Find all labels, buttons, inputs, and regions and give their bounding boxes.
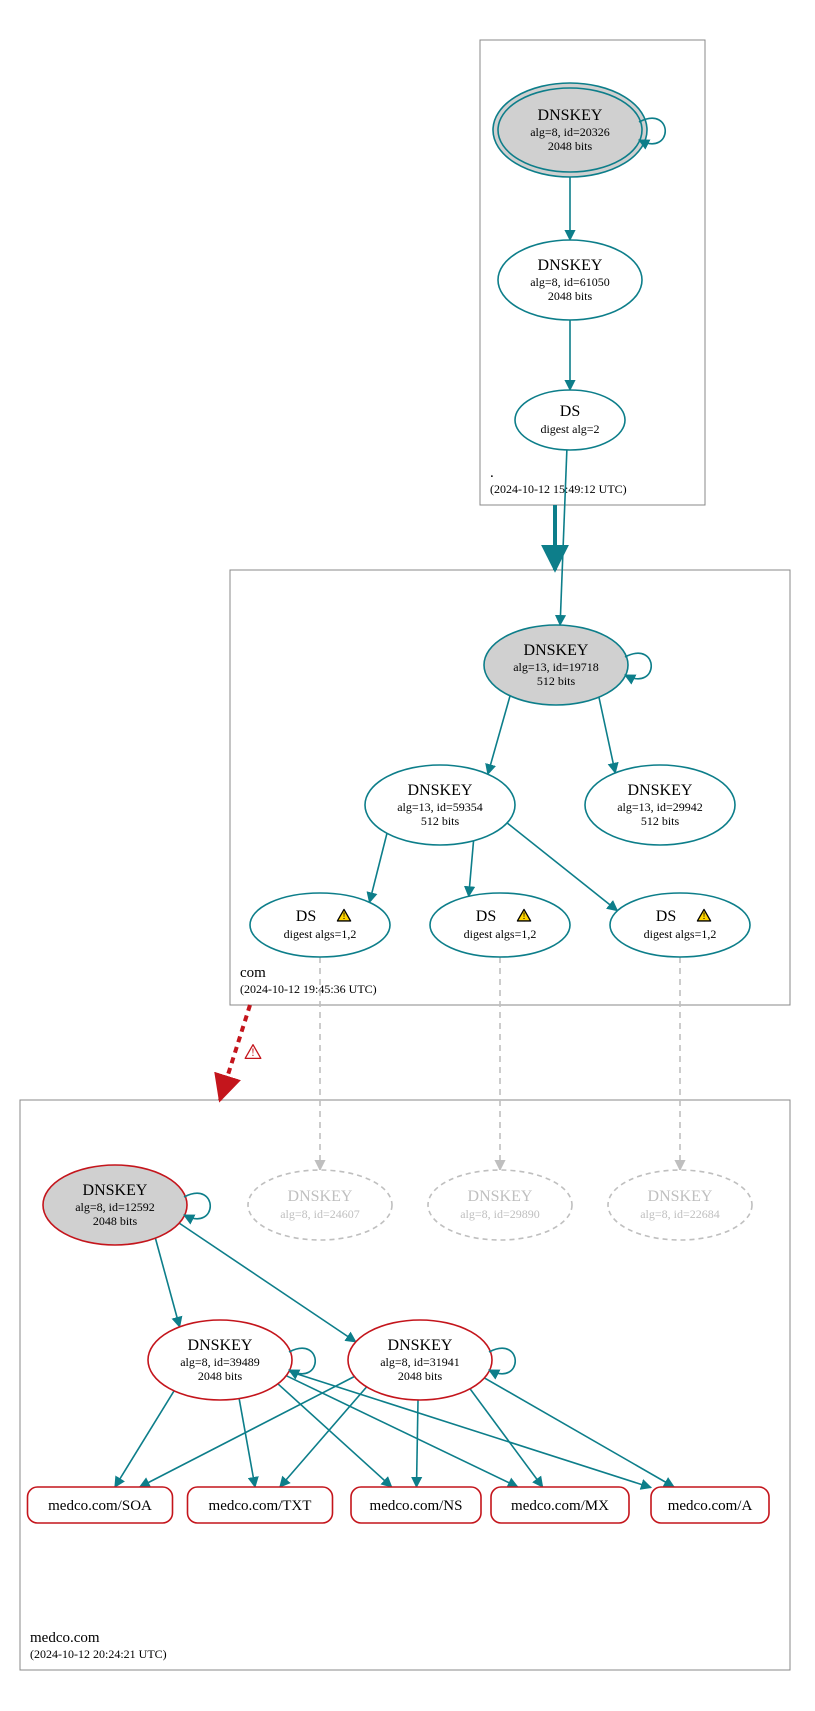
- svg-text:!: !: [342, 911, 345, 922]
- svg-text:DS: DS: [296, 908, 316, 925]
- svg-text:DS: DS: [476, 908, 496, 925]
- svg-text:DS: DS: [656, 908, 676, 925]
- svg-text:digest alg=2: digest alg=2: [540, 422, 599, 436]
- svg-text:alg=13, id=29942: alg=13, id=29942: [617, 800, 703, 814]
- node-mk1: DNSKEYalg=8, id=125922048 bits: [43, 1165, 210, 1245]
- svg-text:DNSKEY: DNSKEY: [408, 782, 473, 799]
- svg-text:DNSKEY: DNSKEY: [188, 1337, 253, 1354]
- node-cds3: DS digest algs=1,2!: [610, 893, 750, 957]
- svg-text:medco.com/NS: medco.com/NS: [370, 1498, 463, 1514]
- node-rr5: medco.com/A: [651, 1487, 769, 1523]
- node-rr1: medco.com/SOA: [28, 1487, 173, 1523]
- node-mg2: DNSKEY alg=8, id=29890: [428, 1170, 572, 1240]
- node-mk3: DNSKEYalg=8, id=319412048 bits: [348, 1320, 515, 1400]
- svg-text:com: com: [240, 965, 266, 981]
- node-ck2: DNSKEYalg=13, id=59354512 bits: [365, 765, 515, 845]
- svg-text:(2024-10-12 19:45:36 UTC): (2024-10-12 19:45:36 UTC): [240, 982, 377, 996]
- svg-text:alg=8, id=24607: alg=8, id=24607: [280, 1207, 360, 1221]
- svg-text:digest algs=1,2: digest algs=1,2: [644, 927, 717, 941]
- svg-text:512 bits: 512 bits: [537, 674, 576, 688]
- svg-text:medco.com/A: medco.com/A: [668, 1498, 753, 1514]
- svg-text:medco.com/SOA: medco.com/SOA: [48, 1498, 152, 1514]
- node-rds: DS digest alg=2: [515, 390, 625, 450]
- node-ck3: DNSKEYalg=13, id=29942512 bits: [585, 765, 735, 845]
- svg-text:2048 bits: 2048 bits: [548, 289, 593, 303]
- svg-text:medco.com/TXT: medco.com/TXT: [209, 1498, 312, 1514]
- svg-text:alg=13, id=59354: alg=13, id=59354: [397, 800, 483, 814]
- svg-text:512 bits: 512 bits: [421, 814, 460, 828]
- node-rk2: DNSKEYalg=8, id=610502048 bits: [498, 240, 642, 320]
- svg-text:medco.com/MX: medco.com/MX: [511, 1498, 609, 1514]
- svg-text:DNSKEY: DNSKEY: [388, 1337, 453, 1354]
- svg-text:medco.com: medco.com: [30, 1630, 100, 1646]
- svg-text:alg=8, id=39489: alg=8, id=39489: [180, 1355, 260, 1369]
- svg-text:alg=8, id=22684: alg=8, id=22684: [640, 1207, 720, 1221]
- svg-text:digest algs=1,2: digest algs=1,2: [284, 927, 357, 941]
- svg-text:512 bits: 512 bits: [641, 814, 680, 828]
- node-cds1: DS digest algs=1,2!: [250, 893, 390, 957]
- svg-text:DNSKEY: DNSKEY: [538, 257, 603, 274]
- svg-text:digest algs=1,2: digest algs=1,2: [464, 927, 537, 941]
- svg-text:(2024-10-12 20:24:21 UTC): (2024-10-12 20:24:21 UTC): [30, 1647, 167, 1661]
- svg-text:2048 bits: 2048 bits: [548, 139, 593, 153]
- svg-text:alg=8, id=61050: alg=8, id=61050: [530, 275, 610, 289]
- svg-text:DNSKEY: DNSKEY: [628, 782, 693, 799]
- svg-text:alg=8, id=31941: alg=8, id=31941: [380, 1355, 460, 1369]
- svg-text:alg=8, id=12592: alg=8, id=12592: [75, 1200, 155, 1214]
- node-cds2: DS digest algs=1,2!: [430, 893, 570, 957]
- node-rr2: medco.com/TXT: [188, 1487, 333, 1523]
- svg-text:DNSKEY: DNSKEY: [83, 1182, 148, 1199]
- node-mk2: DNSKEYalg=8, id=394892048 bits: [148, 1320, 315, 1400]
- node-rr3: medco.com/NS: [351, 1487, 481, 1523]
- node-mg3: DNSKEY alg=8, id=22684: [608, 1170, 752, 1240]
- svg-text:!: !: [702, 911, 705, 922]
- svg-text:2048 bits: 2048 bits: [198, 1369, 243, 1383]
- nodes: DNSKEYalg=8, id=203262048 bitsDNSKEYalg=…: [28, 83, 770, 1523]
- svg-text:DNSKEY: DNSKEY: [468, 1188, 533, 1205]
- svg-text:!: !: [251, 1046, 255, 1059]
- svg-text:!: !: [522, 911, 525, 922]
- svg-text:alg=8, id=29890: alg=8, id=29890: [460, 1207, 540, 1221]
- svg-text:DNSKEY: DNSKEY: [648, 1188, 713, 1205]
- svg-text:DNSKEY: DNSKEY: [524, 642, 589, 659]
- svg-text:.: .: [490, 465, 494, 481]
- node-mg1: DNSKEY alg=8, id=24607: [248, 1170, 392, 1240]
- dnssec-diagram: .(2024-10-12 15:49:12 UTC)com(2024-10-12…: [0, 0, 815, 1711]
- node-ck1: DNSKEYalg=13, id=19718512 bits: [484, 625, 651, 705]
- svg-text:alg=8, id=20326: alg=8, id=20326: [530, 125, 610, 139]
- node-rr4: medco.com/MX: [491, 1487, 629, 1523]
- svg-text:(2024-10-12 15:49:12 UTC): (2024-10-12 15:49:12 UTC): [490, 482, 627, 496]
- svg-text:alg=13, id=19718: alg=13, id=19718: [513, 660, 599, 674]
- node-rk1: DNSKEYalg=8, id=203262048 bits: [493, 83, 665, 177]
- svg-text:DNSKEY: DNSKEY: [538, 107, 603, 124]
- svg-text:2048 bits: 2048 bits: [93, 1214, 138, 1228]
- svg-text:2048 bits: 2048 bits: [398, 1369, 443, 1383]
- svg-text:DS: DS: [560, 403, 580, 420]
- svg-text:DNSKEY: DNSKEY: [288, 1188, 353, 1205]
